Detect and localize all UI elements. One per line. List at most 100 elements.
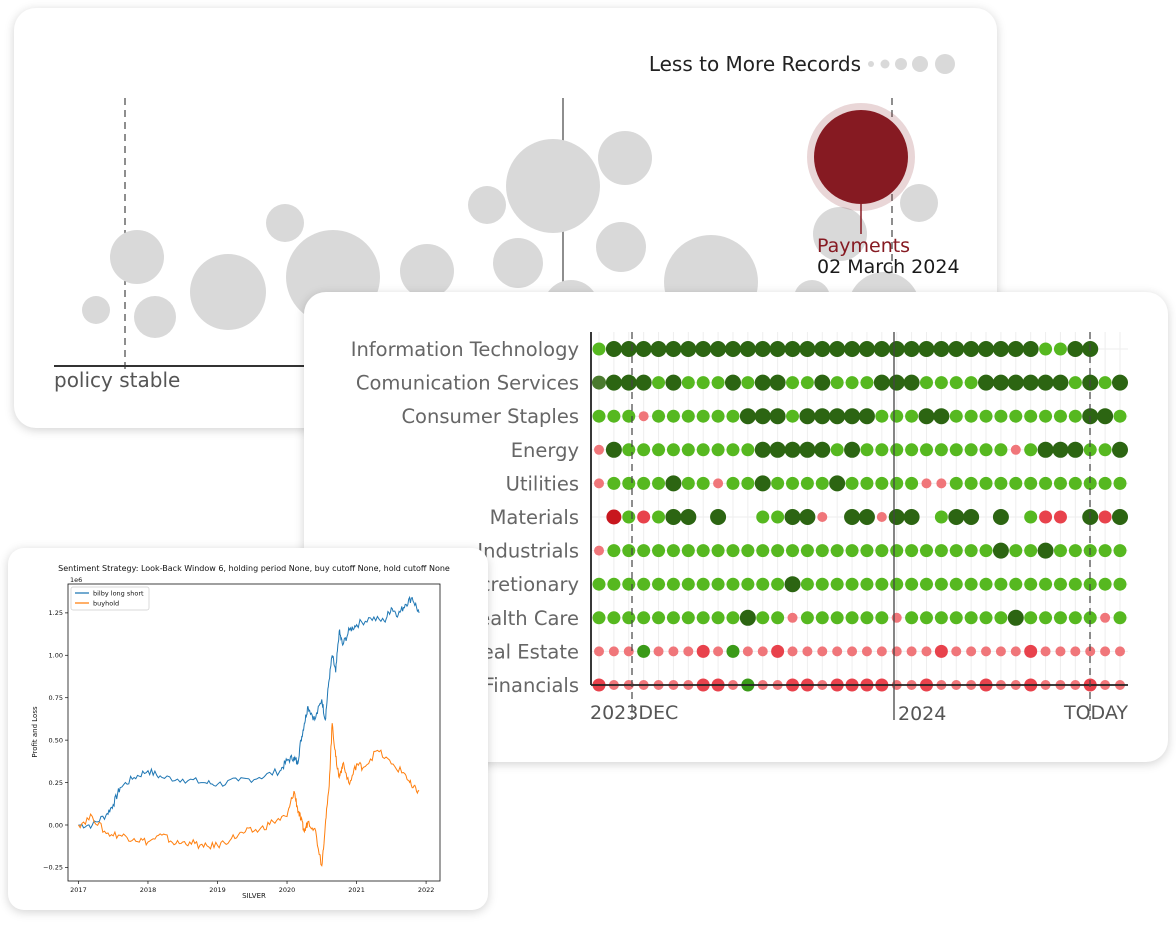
sentiment-dot[interactable] bbox=[978, 374, 995, 391]
sentiment-dot[interactable] bbox=[903, 341, 920, 357]
sentiment-dot[interactable] bbox=[966, 646, 977, 657]
sentiment-dot[interactable] bbox=[756, 544, 770, 558]
sentiment-dot[interactable] bbox=[726, 476, 740, 490]
sentiment-dot[interactable] bbox=[594, 646, 604, 657]
sentiment-dot[interactable] bbox=[964, 577, 978, 591]
sentiment-dot[interactable] bbox=[637, 644, 651, 658]
sentiment-dot[interactable] bbox=[949, 577, 963, 591]
sentiment-dot[interactable] bbox=[933, 341, 950, 357]
sentiment-dot[interactable] bbox=[696, 611, 710, 625]
sentiment-dot[interactable] bbox=[786, 409, 800, 423]
sentiment-dot[interactable] bbox=[742, 646, 753, 657]
sentiment-dot[interactable] bbox=[592, 577, 606, 591]
sentiment-dot[interactable] bbox=[951, 646, 962, 657]
sentiment-dot[interactable] bbox=[787, 646, 798, 657]
sentiment-dot[interactable] bbox=[784, 441, 801, 458]
sentiment-dot[interactable] bbox=[1039, 577, 1053, 591]
sentiment-dot[interactable] bbox=[680, 341, 697, 357]
sentiment-dot[interactable] bbox=[860, 577, 874, 591]
sentiment-dot[interactable] bbox=[1024, 644, 1038, 658]
sentiment-dot[interactable] bbox=[1024, 510, 1038, 524]
sentiment-dot[interactable] bbox=[876, 646, 887, 657]
sentiment-dot[interactable] bbox=[622, 409, 636, 423]
sentiment-dot[interactable] bbox=[696, 644, 710, 658]
sentiment-dot[interactable] bbox=[713, 646, 724, 657]
sentiment-dot[interactable] bbox=[830, 611, 844, 625]
sentiment-dot[interactable] bbox=[979, 409, 993, 423]
sentiment-dot[interactable] bbox=[979, 611, 993, 625]
sentiment-dot[interactable] bbox=[741, 376, 755, 390]
sentiment-dot[interactable] bbox=[1053, 342, 1067, 356]
sentiment-dot[interactable] bbox=[1098, 476, 1112, 490]
sentiment-dot[interactable] bbox=[921, 646, 932, 657]
sentiment-dot[interactable] bbox=[607, 544, 621, 558]
sentiment-dot[interactable] bbox=[1112, 509, 1128, 525]
sentiment-dot[interactable] bbox=[981, 646, 992, 657]
sentiment-dot[interactable] bbox=[605, 341, 622, 357]
sentiment-dot[interactable] bbox=[964, 409, 978, 423]
sentiment-dot[interactable] bbox=[594, 444, 604, 455]
sentiment-dot[interactable] bbox=[800, 376, 814, 390]
sentiment-dot[interactable] bbox=[666, 443, 680, 457]
sentiment-dot[interactable] bbox=[1010, 646, 1021, 657]
sentiment-dot[interactable] bbox=[592, 375, 606, 390]
sentiment-dot[interactable] bbox=[890, 443, 904, 457]
sentiment-dot[interactable] bbox=[919, 376, 933, 390]
sentiment-dot[interactable] bbox=[1037, 374, 1054, 391]
sentiment-dot[interactable] bbox=[832, 646, 843, 657]
sentiment-dot[interactable] bbox=[994, 409, 1008, 423]
sentiment-dot[interactable] bbox=[668, 646, 679, 657]
sentiment-dot[interactable] bbox=[830, 577, 844, 591]
sentiment-dot[interactable] bbox=[847, 646, 858, 657]
sentiment-dot[interactable] bbox=[681, 611, 695, 625]
sentiment-dot[interactable] bbox=[637, 510, 651, 524]
sentiment-dot[interactable] bbox=[964, 443, 978, 457]
sentiment-dot[interactable] bbox=[756, 510, 770, 524]
sentiment-dot[interactable] bbox=[890, 577, 904, 591]
sentiment-dot[interactable] bbox=[769, 441, 786, 458]
sentiment-dot[interactable] bbox=[726, 611, 740, 625]
sentiment-dot[interactable] bbox=[1068, 476, 1082, 490]
sentiment-dot[interactable] bbox=[934, 611, 948, 625]
sentiment-dot[interactable] bbox=[845, 376, 859, 390]
sentiment-dot[interactable] bbox=[1068, 577, 1082, 591]
sentiment-dot[interactable] bbox=[1098, 376, 1112, 390]
sentiment-dot[interactable] bbox=[1113, 611, 1127, 625]
sentiment-dot[interactable] bbox=[784, 341, 801, 357]
sentiment-dot[interactable] bbox=[771, 510, 785, 524]
sentiment-dot[interactable] bbox=[696, 443, 710, 457]
sentiment-dot[interactable] bbox=[681, 577, 695, 591]
sentiment-dot[interactable] bbox=[814, 408, 831, 425]
sentiment-dot[interactable] bbox=[919, 577, 933, 591]
sentiment-dot[interactable] bbox=[829, 408, 846, 425]
sentiment-dot[interactable] bbox=[964, 544, 978, 558]
sentiment-dot[interactable] bbox=[858, 509, 875, 525]
sentiment-dot[interactable] bbox=[858, 341, 875, 357]
sentiment-dot[interactable] bbox=[741, 476, 755, 490]
sentiment-dot[interactable] bbox=[799, 341, 816, 357]
sentiment-dot[interactable] bbox=[992, 341, 1009, 357]
sentiment-dot[interactable] bbox=[665, 475, 682, 492]
sentiment-dot[interactable] bbox=[724, 374, 741, 391]
sentiment-dot[interactable] bbox=[1024, 544, 1038, 558]
sentiment-dot[interactable] bbox=[1052, 374, 1069, 391]
sentiment-dot[interactable] bbox=[890, 476, 904, 490]
sentiment-dot[interactable] bbox=[844, 408, 861, 425]
sentiment-dot[interactable] bbox=[681, 443, 695, 457]
sentiment-dot[interactable] bbox=[817, 512, 828, 522]
sentiment-dot[interactable] bbox=[652, 544, 666, 558]
sentiment-dot[interactable] bbox=[1024, 409, 1038, 423]
sentiment-dot[interactable] bbox=[933, 408, 950, 425]
sentiment-dot[interactable] bbox=[963, 341, 980, 357]
sentiment-dot[interactable] bbox=[1068, 376, 1082, 390]
sentiment-dot[interactable] bbox=[592, 409, 606, 423]
sentiment-dot[interactable] bbox=[979, 544, 993, 558]
sentiment-dot[interactable] bbox=[919, 544, 933, 558]
sentiment-dot[interactable] bbox=[1053, 476, 1067, 490]
sentiment-dot[interactable] bbox=[696, 409, 710, 423]
sentiment-dot[interactable] bbox=[918, 341, 935, 357]
sentiment-dot[interactable] bbox=[875, 409, 889, 423]
sentiment-dot[interactable] bbox=[622, 577, 636, 591]
sentiment-dot[interactable] bbox=[623, 646, 634, 657]
sentiment-dot[interactable] bbox=[875, 476, 889, 490]
